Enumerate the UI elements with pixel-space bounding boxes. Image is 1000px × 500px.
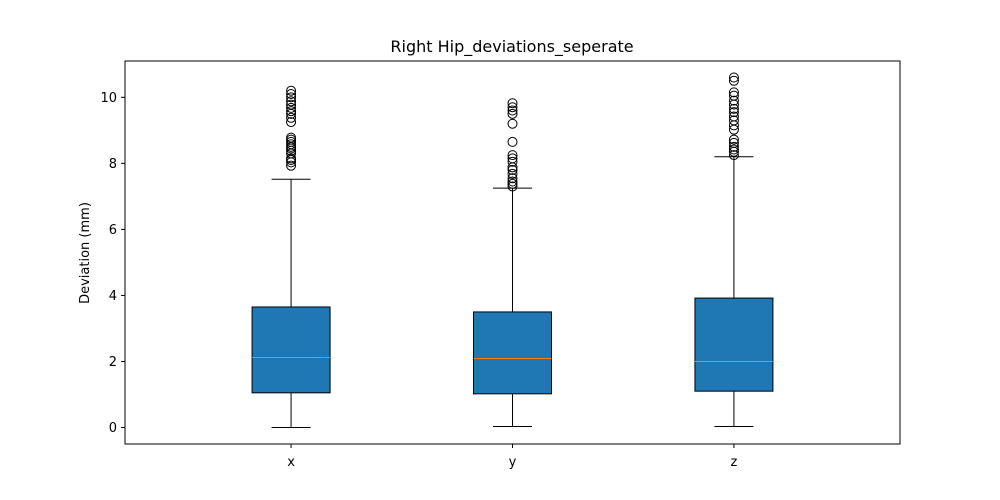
outlier-point [728, 111, 739, 122]
chart-title: Right Hip_deviations_seperate [390, 37, 633, 57]
outlier-point [507, 136, 518, 147]
outlier-point [507, 118, 518, 129]
outlier-point [507, 102, 518, 113]
box-iqr [694, 297, 774, 392]
outlier-point [728, 107, 739, 118]
outlier-point [286, 106, 297, 117]
outlier-point [728, 141, 739, 152]
outlier-point [286, 139, 297, 150]
outlier-point [507, 164, 518, 175]
y-axis-label: Deviation (mm) [78, 202, 93, 304]
outlier-point [286, 160, 297, 171]
outlier-point [286, 132, 297, 143]
outlier-point [507, 168, 518, 179]
outlier-point [728, 72, 739, 83]
x-tick-label: x [287, 455, 295, 470]
y-tick-label: 2 [109, 355, 117, 370]
outlier-point [507, 150, 518, 161]
outlier-point [728, 144, 739, 155]
outlier-point [507, 156, 518, 167]
outlier-point [286, 89, 297, 100]
outlier-point [507, 98, 518, 109]
y-tick-label: 0 [109, 421, 117, 436]
outlier-point [728, 115, 739, 126]
outlier-point [286, 102, 297, 113]
outlier-point [507, 181, 518, 192]
outlier-point [286, 153, 297, 164]
y-tick-label: 10 [100, 91, 117, 106]
outlier-point [507, 153, 518, 164]
outlier-point [286, 99, 297, 110]
outlier-point [286, 117, 297, 128]
outlier-point [507, 105, 518, 116]
outlier-point [728, 95, 739, 106]
outlier-point [286, 85, 297, 96]
outlier-point [728, 75, 739, 86]
plot-area: 0 2 4 6 8 10 x y z [100, 72, 774, 470]
outlier-point [507, 108, 518, 119]
outlier-point [286, 112, 297, 123]
x-tick-label: z [731, 455, 738, 470]
outlier-point [286, 136, 297, 147]
outlier-point [728, 150, 739, 161]
outlier-point [286, 92, 297, 103]
outlier-point [728, 90, 739, 101]
y-tick-label: 8 [109, 157, 117, 172]
outlier-point [507, 178, 518, 189]
outlier-point [507, 173, 518, 184]
outlier-point [728, 87, 739, 98]
outlier-point [507, 176, 518, 187]
box-iqr [251, 306, 331, 394]
x-tick-label: y [509, 455, 517, 470]
outlier-point [728, 103, 739, 114]
y-tick-label: 6 [109, 223, 117, 238]
plot-frame [124, 60, 901, 445]
outlier-point [728, 137, 739, 148]
outlier-point [286, 96, 297, 107]
box-iqr [473, 311, 552, 395]
y-tick-label: 4 [109, 289, 117, 304]
outlier-point [728, 134, 739, 145]
